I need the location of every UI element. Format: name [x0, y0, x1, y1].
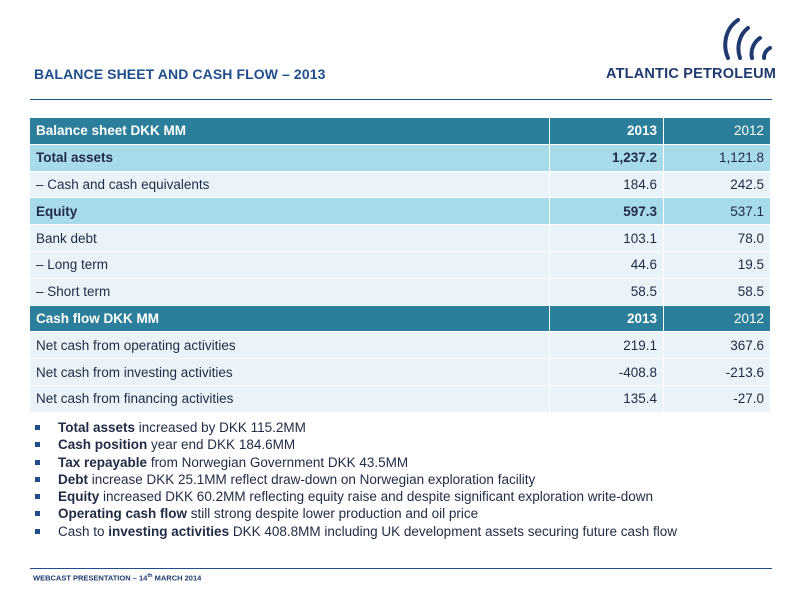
bullet-emphasis: Debt [58, 471, 88, 487]
company-logo: ATLANTIC PETROLEUM [606, 14, 776, 88]
list-item: Cash position year end DKK 184.6MM [34, 436, 764, 453]
bullet-text: Cash to [58, 523, 109, 539]
table-row: – Short term 58.5 58.5 [29, 277, 771, 306]
value-2012: 367.6 [663, 331, 771, 360]
row-label: – Cash and cash equivalents [29, 170, 550, 199]
bullet-text: from Norwegian Government DKK 43.5MM [147, 454, 409, 470]
value-2012: 78.0 [663, 224, 771, 252]
footer-text: WEBCAST PRESENTATION – 14th MARCH 2014 [33, 573, 201, 583]
value-2013: 58.5 [549, 277, 664, 306]
bullet-square-icon [35, 476, 40, 482]
row-label: Net cash from investing activities [29, 358, 550, 386]
bullet-emphasis: Operating cash flow [58, 506, 188, 522]
table-row: – Cash and cash equivalents 184.6 242.5 [29, 170, 771, 199]
footer-divider [30, 568, 772, 569]
value-2013: 44.6 [549, 250, 664, 279]
list-item: Equity increased DKK 60.2MM reflecting e… [34, 488, 764, 505]
bullet-text: increased DKK 60.2MM reflecting equity r… [99, 489, 654, 505]
header-year-2012: 2012 [663, 117, 771, 145]
bullet-text: DKK 408.8MM including UK development ass… [229, 523, 678, 539]
bullet-square-icon [35, 511, 40, 517]
bullet-emphasis: Total assets [58, 420, 136, 435]
value-2013: 1,237.2 [549, 143, 664, 172]
logo-mark-icon [723, 18, 772, 60]
header-year-2012: 2012 [663, 304, 771, 333]
table-row: Bank debt 103.1 78.0 [29, 224, 771, 252]
header-year-2013: 2013 [549, 117, 664, 145]
bullet-emphasis: investing activities [108, 523, 230, 539]
bullet-emphasis: Cash position [58, 437, 148, 453]
bullet-text: increased by DKK 115.2MM [135, 420, 306, 435]
value-2012: -27.0 [663, 384, 771, 413]
bullet-square-icon [35, 459, 40, 465]
bullet-emphasis: Equity [58, 489, 100, 505]
value-2012: 537.1 [663, 197, 771, 226]
logo-text: ATLANTIC PETROLEUM [606, 66, 777, 82]
cash-flow-header-row: Cash flow DKK MM 2013 2012 [29, 304, 771, 333]
value-2013: -408.8 [549, 358, 664, 386]
title-divider [30, 99, 772, 100]
footer-superscript: th [147, 573, 153, 579]
page-title: BALANCE SHEET AND CASH FLOW – 2013 [34, 66, 326, 82]
footer-text-end: MARCH 2014 [152, 573, 202, 583]
list-item: Operating cash flow still strong despite… [34, 505, 764, 522]
bullet-square-icon [35, 528, 40, 534]
table-row: Net cash from investing activities -408.… [29, 358, 771, 386]
value-2013: 597.3 [549, 197, 664, 226]
value-2013: 135.4 [549, 384, 664, 413]
bullet-emphasis: Tax repayable [58, 454, 148, 470]
table-row: Total assets 1,237.2 1,121.8 [29, 143, 771, 172]
table-row: Net cash from financing activities 135.4… [29, 384, 771, 413]
value-2012: 58.5 [663, 277, 771, 306]
list-item: Cash to investing activities DKK 408.8MM… [34, 523, 764, 540]
header-year-2013: 2013 [549, 304, 664, 333]
table-row: – Long term 44.6 19.5 [29, 250, 771, 279]
list-item: Total assets increased by DKK 115.2MM [34, 419, 764, 436]
financial-table: Balance sheet DKK MM 2013 2012 Total ass… [29, 117, 771, 413]
header-label: Cash flow DKK MM [29, 304, 550, 333]
row-label: Net cash from operating activities [29, 331, 550, 360]
row-label: Equity [29, 197, 550, 226]
value-2013: 219.1 [549, 331, 664, 360]
bullet-square-icon [35, 442, 40, 448]
row-label: – Long term [29, 250, 550, 279]
value-2012: 1,121.8 [663, 143, 771, 172]
table-row: Equity 597.3 537.1 [29, 197, 771, 226]
value-2012: 242.5 [663, 170, 771, 199]
bullet-text: increase DKK 25.1MM reflect draw-down on… [88, 471, 536, 487]
bullet-text: year end DKK 184.6MM [147, 437, 296, 453]
bullet-square-icon [35, 425, 40, 430]
row-label: Total assets [29, 143, 550, 172]
row-label: – Short term [29, 277, 550, 306]
row-label: Net cash from financing activities [29, 384, 550, 413]
value-2012: 19.5 [663, 250, 771, 279]
footer-text-start: WEBCAST PRESENTATION – 14 [33, 573, 148, 583]
summary-bullet-list: Total assets increased by DKK 115.2MM Ca… [34, 419, 764, 540]
value-2013: 103.1 [549, 224, 664, 252]
bullet-square-icon [35, 494, 40, 500]
bullet-text: still strong despite lower production an… [187, 506, 479, 522]
balance-sheet-header-row: Balance sheet DKK MM 2013 2012 [29, 117, 771, 145]
row-label: Bank debt [29, 224, 550, 252]
header-label: Balance sheet DKK MM [29, 117, 550, 145]
table-row: Net cash from operating activities 219.1… [29, 331, 771, 360]
value-2012: -213.6 [663, 358, 771, 386]
list-item: Debt increase DKK 25.1MM reflect draw-do… [34, 471, 764, 488]
list-item: Tax repayable from Norwegian Government … [34, 454, 764, 471]
value-2013: 184.6 [549, 170, 664, 199]
